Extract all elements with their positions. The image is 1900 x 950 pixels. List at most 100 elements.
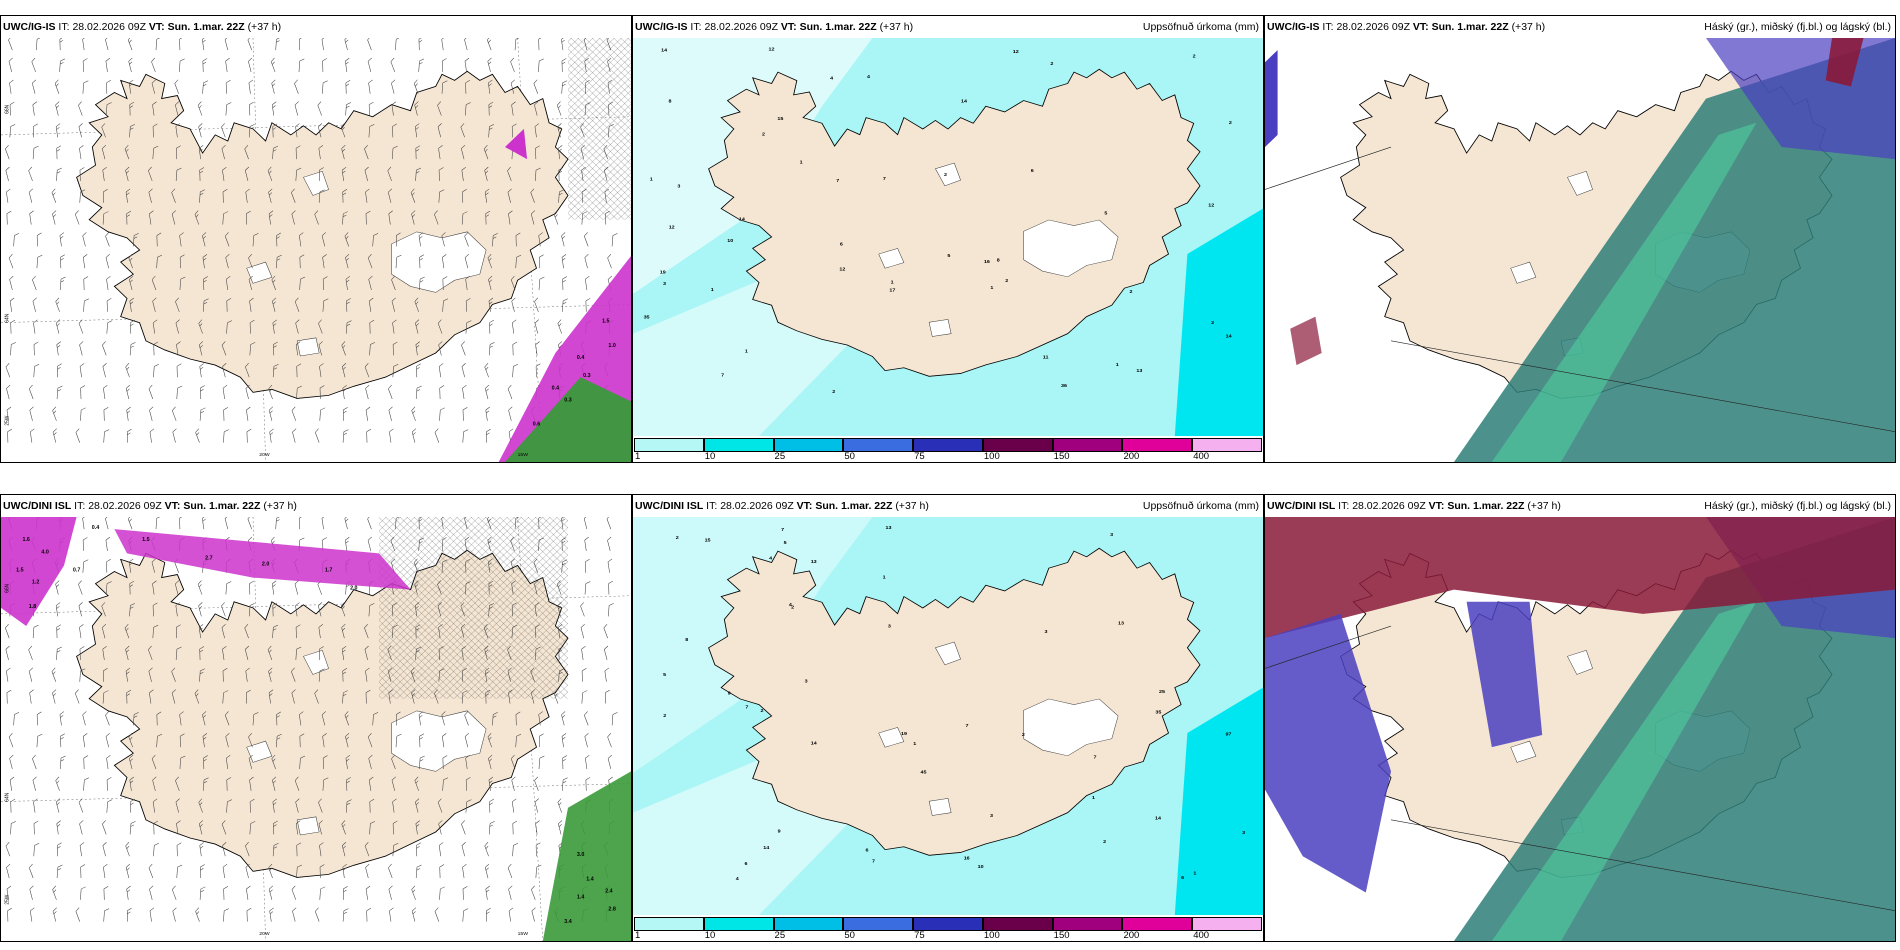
colorbar-swatch (1192, 438, 1262, 452)
wind-barb (486, 428, 491, 443)
wind-barb (561, 80, 568, 94)
wind-barb (6, 667, 11, 682)
wind-barb (226, 320, 233, 334)
wind-barb (344, 711, 350, 726)
map-value-label: 0.3 (583, 373, 591, 379)
wind-barb (106, 298, 112, 312)
it-label: IT: (1322, 21, 1334, 33)
wind-barb (508, 406, 513, 421)
wind-barb (581, 668, 587, 682)
colorbar-swatch (634, 917, 704, 931)
map-value-label: 2 (663, 713, 666, 719)
map-value-label: 1.5 (602, 319, 610, 325)
wind-barb (510, 79, 515, 94)
wind-barb (492, 233, 498, 247)
wind-barb (176, 842, 182, 857)
map-value-label: 5 (947, 253, 950, 259)
map-value-label: 13 (1136, 368, 1142, 374)
wind-barb (538, 755, 545, 769)
wind-barb (604, 645, 609, 661)
precip-strong (1174, 687, 1263, 915)
wind-barb (199, 363, 204, 378)
precip-green (505, 377, 631, 462)
wind-barb (35, 38, 42, 51)
map-value-label: 10 (727, 238, 733, 244)
glacier (1567, 649, 1593, 675)
wind-barb (126, 428, 132, 443)
wind-barb (156, 232, 162, 247)
wind-barb (52, 406, 57, 421)
wind-barb (198, 624, 204, 639)
map-value-label: 1 (891, 280, 894, 286)
wind-barb (57, 842, 62, 857)
wind-barb (368, 603, 375, 617)
wind-barb (268, 667, 273, 682)
axis-label-20w: 20W (259, 931, 270, 937)
wind-barb (488, 821, 495, 835)
field-title: Uppsöfnuð úrkoma (mm) (1142, 21, 1259, 33)
valid-time: Sun. 1.mar. 22Z (815, 500, 893, 512)
wind-barb (176, 341, 181, 356)
map-panel-wind: UWC/IG-IS IT: 28.02.2026 09Z VT: Sun. 1.… (0, 15, 632, 463)
wind-barb (8, 57, 13, 72)
wind-barb (151, 754, 157, 770)
wind-barb (346, 298, 351, 312)
wind-barb (221, 623, 226, 639)
wind-barb (102, 166, 107, 181)
map-value-label: 1 (745, 349, 748, 355)
wind-barb (272, 319, 278, 334)
wind-barb (202, 232, 207, 247)
wind-barb (585, 298, 591, 312)
map-value-label: 6 (745, 861, 748, 867)
wind-barb (105, 38, 110, 51)
wind-barb (268, 384, 273, 400)
vt-label: VT: (148, 21, 165, 33)
wind-barb (561, 733, 567, 748)
map-area (1265, 517, 1895, 941)
wind-barb (291, 210, 296, 225)
wind-barb (200, 864, 205, 879)
glacier (935, 162, 961, 187)
mid-cloud (1466, 601, 1543, 748)
wind-barb (515, 254, 522, 269)
map-value-label: 9 (728, 691, 731, 697)
wind-barb (512, 842, 519, 857)
wind-barb (221, 602, 226, 617)
wind-barb (149, 689, 154, 704)
wind-barb (510, 754, 516, 770)
wind-barb (248, 124, 255, 138)
wind-barb (245, 384, 250, 400)
wind-barb (298, 38, 304, 51)
wind-barb (79, 145, 84, 160)
wind-barb (272, 297, 277, 312)
wind-barb (343, 407, 348, 421)
wind-barb (82, 58, 88, 72)
wind-barb (322, 777, 329, 791)
map-value-label: 2 (762, 132, 765, 138)
wind-barb (128, 254, 133, 269)
wind-barb (512, 820, 518, 835)
colorbar-tick: 100 (983, 451, 1000, 462)
wind-barb (80, 407, 86, 421)
wind-barb (367, 517, 372, 530)
map-value-label: 3 (1110, 532, 1113, 538)
wind-barb (341, 166, 347, 181)
wind-barb (535, 145, 540, 160)
wind-barb (341, 842, 347, 857)
wind-barb (345, 320, 352, 334)
wind-barb (511, 297, 516, 312)
wind-barb (585, 754, 590, 770)
wind-barb (224, 711, 230, 726)
wind-barb (155, 517, 162, 530)
wind-barb (179, 755, 186, 769)
wind-barb (79, 842, 85, 857)
wind-barb (102, 211, 109, 225)
wind-barb (299, 711, 304, 726)
wind-barb (368, 297, 374, 312)
map-value-label: 12 (669, 225, 675, 231)
wind-barb (534, 101, 539, 116)
wind-barb (36, 232, 42, 247)
wind-barb (271, 101, 277, 116)
wind-barb (342, 189, 348, 203)
wind-barb (106, 799, 113, 813)
